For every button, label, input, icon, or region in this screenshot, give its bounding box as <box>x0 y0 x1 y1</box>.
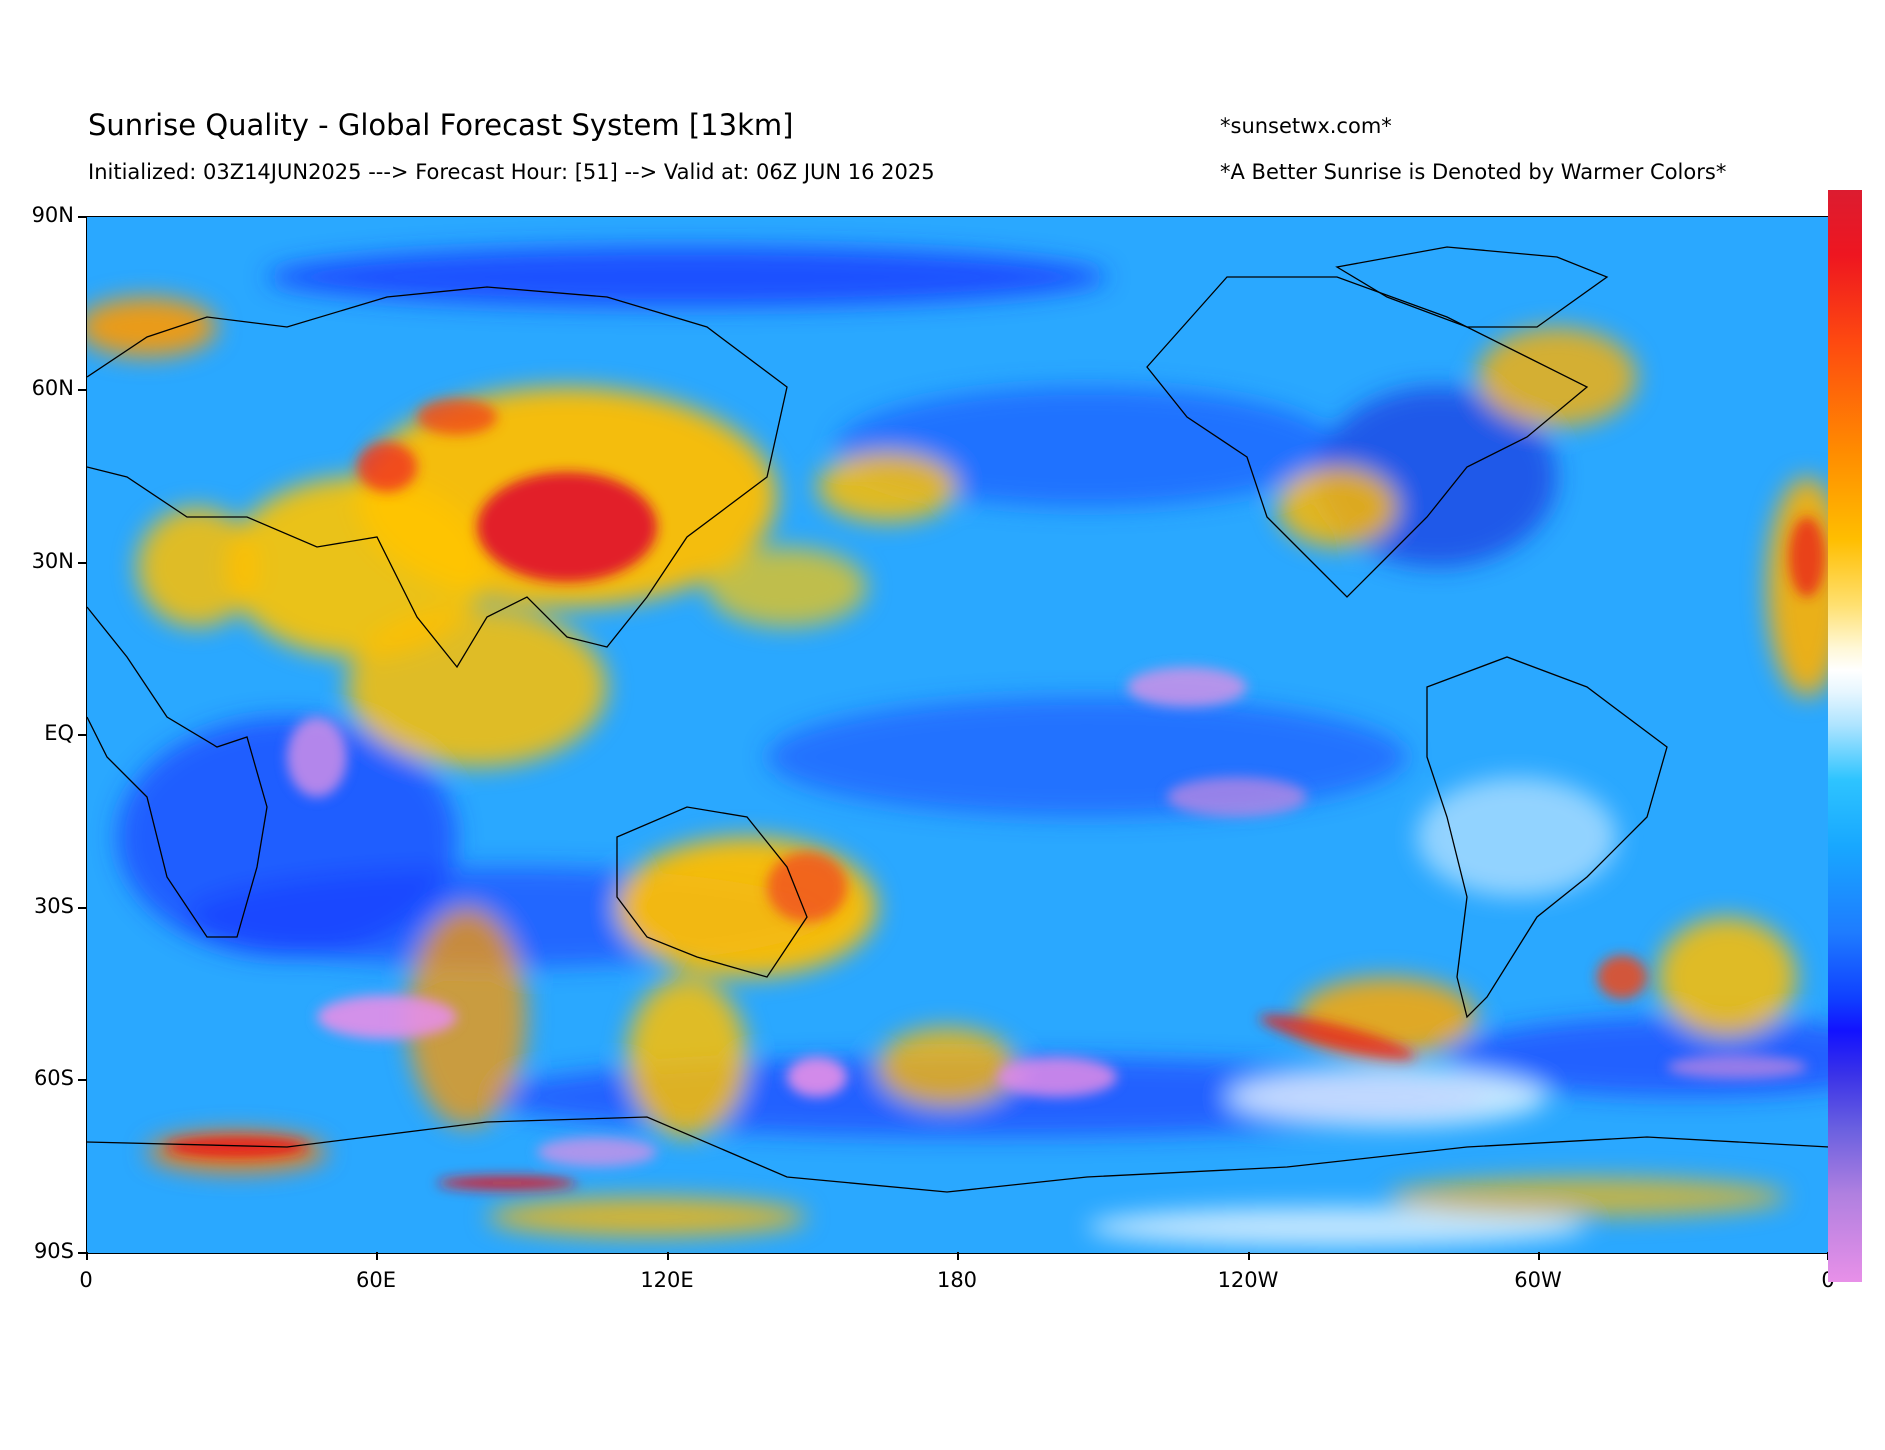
y-tick <box>78 907 86 909</box>
south-america-outline <box>1426 656 1668 1019</box>
y-tick <box>78 1079 86 1081</box>
map-field <box>87 217 1829 1253</box>
y-tick-label-30s: 30S <box>33 894 74 918</box>
y-tick-label-90n: 90N <box>31 203 74 227</box>
x-tick <box>957 1252 959 1260</box>
x-tick <box>1248 1252 1250 1260</box>
color-field <box>87 247 1829 1247</box>
coastlines <box>87 246 1829 1193</box>
y-tick-label-30n: 30N <box>31 549 74 573</box>
y-tick-label-eq: EQ <box>44 721 74 745</box>
y-tick <box>78 1252 86 1254</box>
hot-spots <box>167 399 1825 1190</box>
y-tick-label-60s: 60S <box>33 1066 74 1090</box>
y-tick <box>78 216 86 218</box>
y-tick-label-90s: 90S <box>33 1239 74 1263</box>
x-tick <box>86 1252 88 1260</box>
colorbar <box>1828 190 1862 1282</box>
y-tick-label-60n: 60N <box>31 376 74 400</box>
x-tick <box>376 1252 378 1260</box>
antarctica-outline <box>87 1116 1829 1193</box>
forecast-map <box>86 216 1830 1254</box>
x-tick-label-180: 180 <box>936 1268 978 1292</box>
y-tick <box>78 734 86 736</box>
map-title: Sunrise Quality - Global Forecast System… <box>88 108 794 142</box>
x-tick <box>667 1252 669 1260</box>
north-america-outline <box>1146 276 1589 598</box>
x-tick-label-60e: 60E <box>356 1268 396 1292</box>
australia-outline <box>616 806 808 978</box>
x-tick <box>1827 1252 1829 1260</box>
eurasia-outline <box>87 286 788 669</box>
map-subtitle: Initialized: 03Z14JUN2025 ---> Forecast … <box>88 160 935 184</box>
color-note: *A Better Sunrise is Denoted by Warmer C… <box>1220 160 1727 184</box>
x-tick <box>1538 1252 1540 1260</box>
x-tick-label-120e: 120E <box>640 1268 694 1292</box>
africa-outline <box>87 606 268 938</box>
greenland-outline <box>1335 246 1609 328</box>
y-tick <box>78 562 86 564</box>
site-credit: *sunsetwx.com* <box>1220 114 1392 138</box>
y-tick <box>78 389 86 391</box>
x-tick-label-120w: 120W <box>1217 1268 1279 1292</box>
x-tick-label-60w: 60W <box>1514 1268 1562 1292</box>
x-tick-label-0: 0 <box>79 1268 93 1292</box>
